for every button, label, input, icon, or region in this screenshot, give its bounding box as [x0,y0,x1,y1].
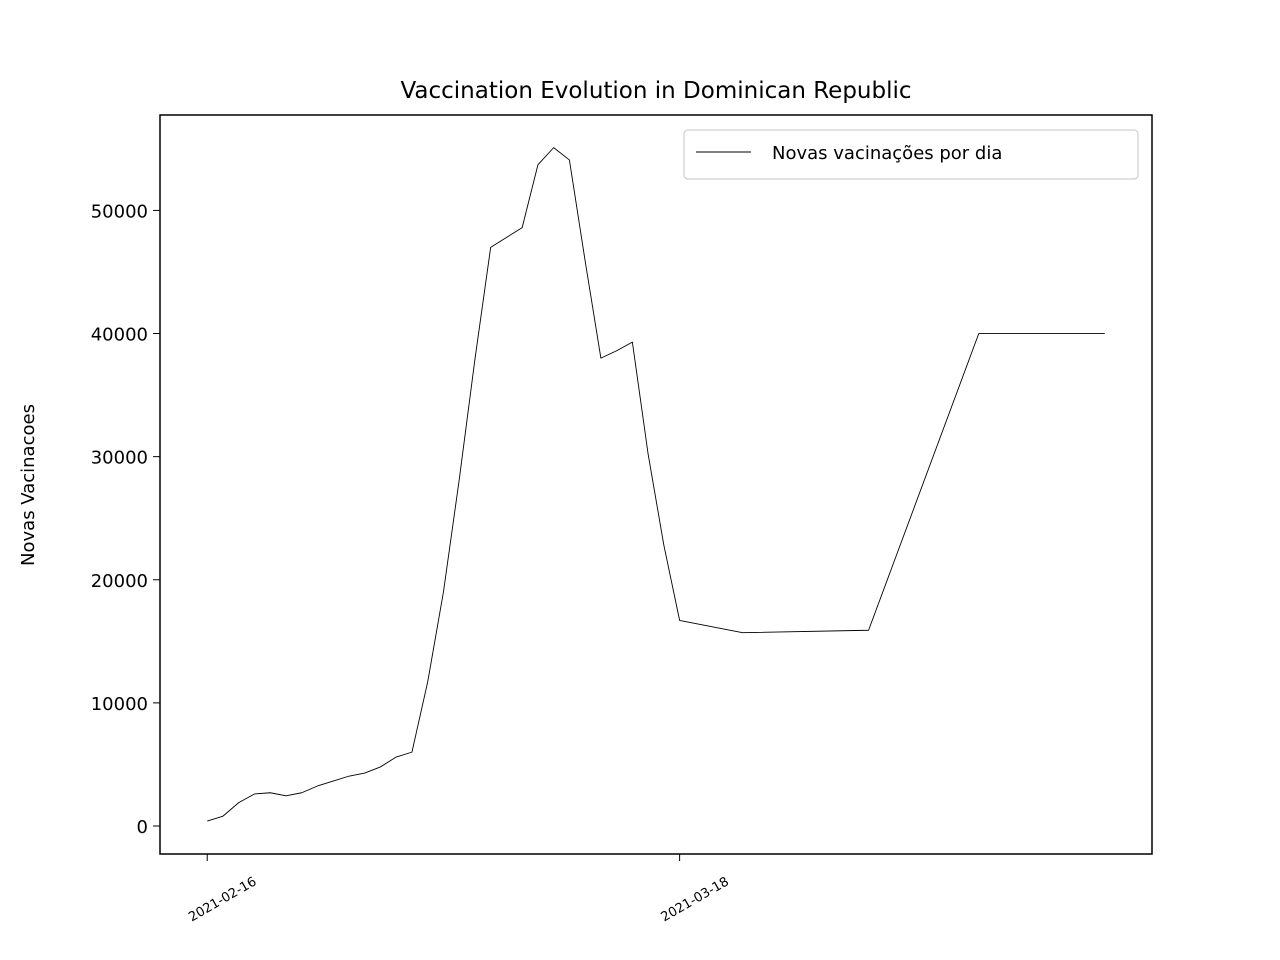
y-tick-label: 10000 [91,694,148,715]
y-tick-label: 0 [137,817,148,838]
y-tick-label: 30000 [91,448,148,469]
y-tick-label: 40000 [91,325,148,346]
plot-frame [159,114,1153,855]
y-axis-label: Novas Vacinacoes [18,404,39,566]
data-line [207,147,1105,822]
y-tick-label: 20000 [91,571,148,592]
chart-title: Vaccination Evolution in Dominican Repub… [400,78,911,104]
legend-box [683,129,1139,180]
legend-label: Novas vacinações por dia [772,143,1002,164]
y-tick-label: 50000 [91,201,148,222]
